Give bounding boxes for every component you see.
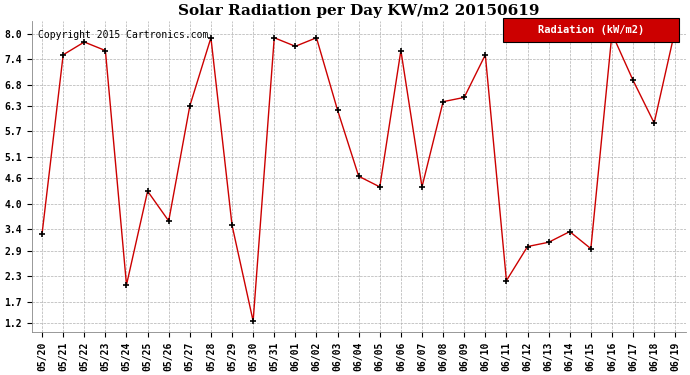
FancyBboxPatch shape — [502, 18, 679, 42]
Title: Solar Radiation per Day KW/m2 20150619: Solar Radiation per Day KW/m2 20150619 — [178, 4, 540, 18]
Text: Radiation (kW/m2): Radiation (kW/m2) — [538, 25, 644, 35]
Text: Copyright 2015 Cartronics.com: Copyright 2015 Cartronics.com — [38, 30, 208, 40]
